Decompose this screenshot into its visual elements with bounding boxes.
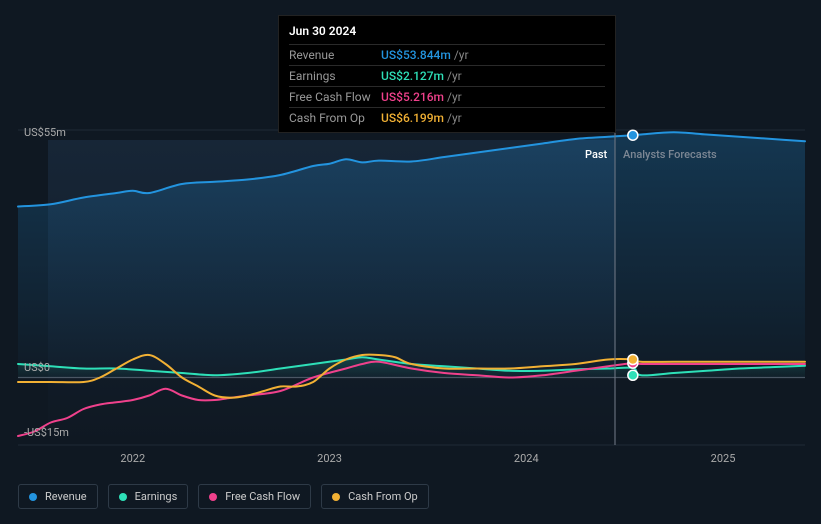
x-tick-label: 2024 — [514, 452, 539, 465]
tooltip-value: US$5.216m — [381, 90, 444, 104]
legend-item-earnings[interactable]: Earnings — [108, 484, 189, 509]
chart-tooltip: Jun 30 2024 Revenue US$53.844m /yr Earni… — [278, 15, 616, 133]
y-tick-label: -US$15m — [24, 426, 69, 439]
y-tick-label: US$55m — [24, 126, 66, 139]
tooltip-row: Earnings US$2.127m /yr — [289, 65, 605, 86]
x-tick-label: 2022 — [120, 452, 145, 465]
tooltip-unit: /yr — [447, 90, 462, 104]
y-tick-label: US$0 — [24, 361, 50, 374]
x-tick-label: 2025 — [711, 452, 736, 465]
tooltip-label: Revenue — [289, 48, 381, 62]
tooltip-row: Cash From Op US$6.199m /yr — [289, 107, 605, 128]
legend-dot — [332, 493, 340, 501]
tooltip-label: Cash From Op — [289, 111, 381, 125]
legend-dot — [119, 493, 127, 501]
x-tick-label: 2023 — [317, 452, 342, 465]
tooltip-row: Free Cash Flow US$5.216m /yr — [289, 86, 605, 107]
legend-dot — [29, 493, 37, 501]
forecast-label: Analysts Forecasts — [623, 148, 717, 161]
financial-chart: US$55m US$0 -US$15m 2022 2023 2024 2025 … — [0, 0, 821, 524]
legend-label: Revenue — [45, 490, 87, 503]
tooltip-unit: /yr — [454, 48, 469, 62]
tooltip-label: Earnings — [289, 69, 381, 83]
legend-label: Cash From Op — [348, 490, 418, 503]
chart-legend: Revenue Earnings Free Cash Flow Cash Fro… — [18, 484, 429, 509]
past-label: Past — [585, 148, 607, 161]
tooltip-date: Jun 30 2024 — [289, 24, 605, 38]
legend-dot — [209, 493, 217, 501]
tooltip-label: Free Cash Flow — [289, 90, 381, 104]
legend-item-revenue[interactable]: Revenue — [18, 484, 98, 509]
tooltip-unit: /yr — [447, 111, 462, 125]
tooltip-unit: /yr — [447, 69, 462, 83]
legend-item-cfo[interactable]: Cash From Op — [321, 484, 429, 509]
legend-label: Earnings — [135, 490, 178, 503]
legend-item-fcf[interactable]: Free Cash Flow — [198, 484, 311, 509]
legend-label: Free Cash Flow — [225, 490, 300, 503]
tooltip-value: US$6.199m — [381, 111, 444, 125]
tooltip-value: US$53.844m — [381, 48, 451, 62]
tooltip-value: US$2.127m — [381, 69, 444, 83]
tooltip-row: Revenue US$53.844m /yr — [289, 44, 605, 65]
